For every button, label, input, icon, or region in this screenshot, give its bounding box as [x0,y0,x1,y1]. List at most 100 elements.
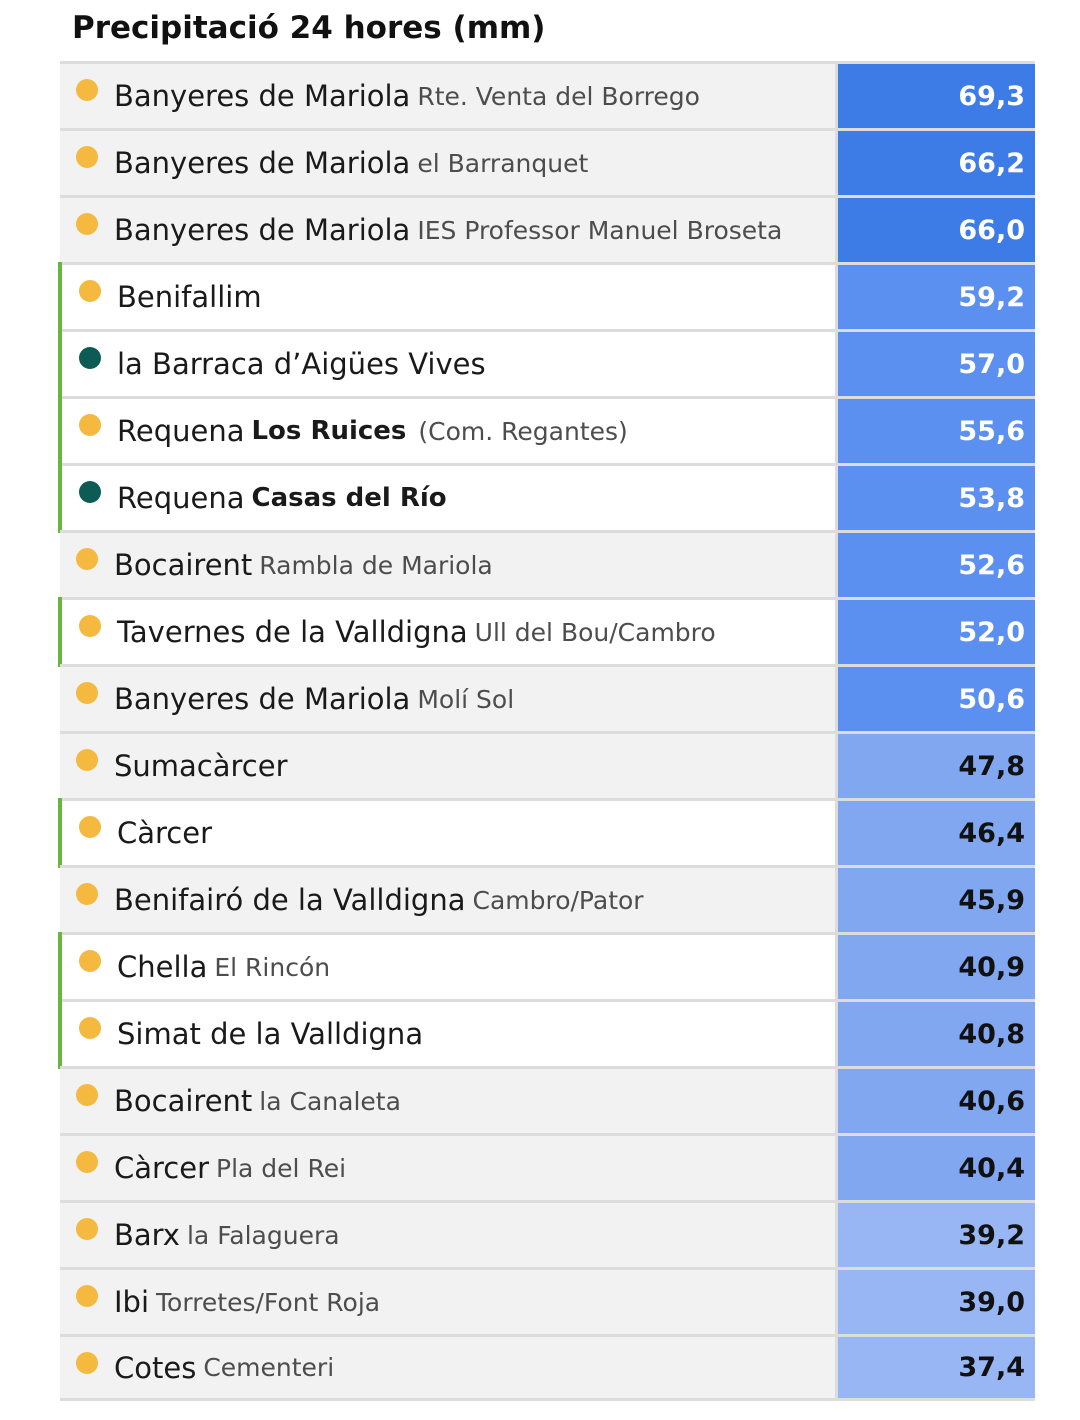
table-row[interactable]: Benifairó de la Valldigna Cambro/Pator 45,… [60,865,1035,932]
yellow-dot-icon [76,1151,98,1173]
station-name-cell: Tavernes de la Valldigna Ull del Bou/Camb… [60,600,838,664]
precipitation-value: 53,8 [838,466,1035,530]
precipitation-value: 50,6 [838,667,1035,731]
town-name: Bocairent [114,548,253,582]
station-name: Cambro/Pator [472,885,644,915]
town-name: Ibi [114,1285,150,1319]
station-name-cell: Sumacàrcer [60,734,838,798]
station-name: Rte. Venta del Borrego [417,81,700,111]
precipitation-value: 47,8 [838,734,1035,798]
precipitation-value: 46,4 [838,801,1035,865]
yellow-dot-icon [79,280,101,302]
station-name-cell: Ibi Torretes/Font Roja [60,1270,838,1334]
town-name: Barx [114,1218,180,1252]
station-name-cell: Banyeres de Mariola Rte. Venta del Borreg… [60,64,838,128]
station-name-cell: Càrcer Pla del Rei [60,1136,838,1200]
station-name-cell: Bocairent Rambla de Mariola [60,533,838,597]
town-name: Tavernes de la Valldigna [117,615,468,649]
precipitation-value: 40,9 [838,935,1035,999]
town-name: Banyeres de Mariola [114,213,411,247]
station-name-cell: Barx la Falaguera [60,1203,838,1267]
town-name: Cotes [114,1350,197,1385]
table-row[interactable]: Simat de la Valldigna 40,8 [58,999,1035,1069]
table-row[interactable]: Benifallim 59,2 [58,262,1035,332]
yellow-dot-icon [79,816,101,838]
precipitation-value: 40,6 [838,1069,1035,1133]
table-row[interactable]: Banyeres de Mariola el Barranquet 66,2 [60,128,1035,195]
yellow-dot-icon [79,615,101,637]
town-name: Simat de la Valldigna [117,1017,424,1051]
table-row[interactable]: Banyeres de Mariola Rte. Venta del Borreg… [60,61,1035,128]
table-row[interactable]: Ibi Torretes/Font Roja 39,0 [60,1267,1035,1334]
page-title: Precipitació 24 hores (mm) [72,10,546,46]
yellow-dot-icon [76,548,98,570]
table-row[interactable]: Bocairent Rambla de Mariola 52,6 [60,530,1035,597]
yellow-dot-icon [76,883,98,905]
town-name: Requena [117,414,245,448]
precipitation-value: 45,9 [838,868,1035,932]
yellow-dot-icon [76,1285,98,1307]
station-name: la Falaguera [186,1220,340,1250]
table-row[interactable]: Banyeres de Mariola IES Professor Manuel … [60,195,1035,262]
table-row[interactable]: Banyeres de Mariola Molí Sol 50,6 [60,664,1035,731]
station-name-cell: Cotes Cementeri [60,1337,838,1398]
precipitation-value: 52,6 [838,533,1035,597]
table-row[interactable]: Requena Los Ruices (Com. Regantes) 55,6 [58,396,1035,466]
green-dot-icon [79,481,101,503]
town-name: Benifallim [117,280,262,314]
station-extra: (Com. Regantes) [418,416,628,446]
town-name: Chella [117,950,208,984]
precipitation-value: 40,4 [838,1136,1035,1200]
station-name: Casas del Río [251,483,447,513]
town-name: Benifairó de la Valldigna [114,883,466,917]
yellow-dot-icon [76,146,98,168]
precipitation-table: Banyeres de Mariola Rte. Venta del Borreg… [58,61,1035,1401]
precipitation-value: 52,0 [838,600,1035,664]
table-row[interactable]: Barx la Falaguera 39,2 [60,1200,1035,1267]
table-row[interactable]: Sumacàrcer 47,8 [60,731,1035,798]
station-name: IES Professor Manuel Broseta [417,215,783,245]
table-row[interactable]: Requena Casas del Río 53,8 [58,463,1035,533]
station-name: el Barranquet [417,148,589,178]
town-name: Banyeres de Mariola [114,79,411,113]
table-row[interactable]: Bocairent la Canaleta 40,6 [60,1066,1035,1133]
station-name: Cementeri [203,1353,335,1382]
yellow-dot-icon [76,1218,98,1240]
station-name: El Rincón [214,952,331,982]
table-row[interactable]: Chella El Rincón 40,9 [58,932,1035,1002]
yellow-dot-icon [76,79,98,101]
station-name-cell: Banyeres de Mariola Molí Sol [60,667,838,731]
town-name: Banyeres de Mariola [114,682,411,716]
town-name: Banyeres de Mariola [114,146,411,180]
station-name-cell: Requena Los Ruices (Com. Regantes) [60,399,838,463]
station-name-cell: la Barraca d’Aigües Vives [60,332,838,396]
precipitation-value: 39,2 [838,1203,1035,1267]
precipitation-value: 39,0 [838,1270,1035,1334]
yellow-dot-icon [79,950,101,972]
town-name: Requena [117,481,245,515]
table-row[interactable]: Tavernes de la Valldigna Ull del Bou/Camb… [58,597,1035,667]
station-name-cell: Benifallim [60,265,838,329]
station-name-cell: Càrcer [60,801,838,865]
precipitation-value: 55,6 [838,399,1035,463]
precipitation-value: 40,8 [838,1002,1035,1066]
table-row[interactable]: Càrcer 46,4 [58,798,1035,868]
station-name-cell: Benifairó de la Valldigna Cambro/Pator [60,868,838,932]
town-name: Càrcer [117,816,213,850]
precipitation-value: 59,2 [838,265,1035,329]
yellow-dot-icon [79,1017,101,1039]
town-name: Càrcer [114,1151,210,1185]
precipitation-value: 69,3 [838,64,1035,128]
station-name: la Canaleta [259,1086,401,1116]
town-name: Sumacàrcer [114,749,288,783]
yellow-dot-icon [76,1352,98,1374]
precipitation-value: 66,0 [838,198,1035,262]
table-row[interactable]: Cotes Cementeri 37,4 [60,1334,1035,1401]
yellow-dot-icon [76,213,98,235]
station-name: Torretes/Font Roja [156,1287,381,1317]
yellow-dot-icon [76,749,98,771]
table-row[interactable]: Càrcer Pla del Rei 40,4 [60,1133,1035,1200]
green-dot-icon [79,347,101,369]
station-name: Rambla de Mariola [259,550,493,580]
table-row[interactable]: la Barraca d’Aigües Vives 57,0 [58,329,1035,399]
